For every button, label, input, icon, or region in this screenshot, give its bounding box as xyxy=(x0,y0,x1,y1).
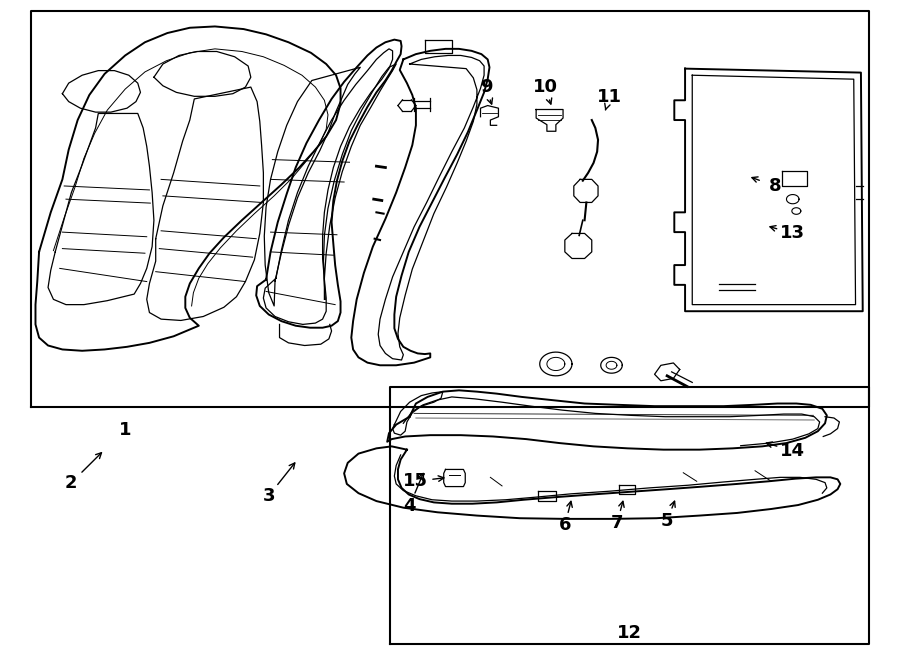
Text: 4: 4 xyxy=(403,496,416,514)
Text: 5: 5 xyxy=(661,512,673,530)
Text: 6: 6 xyxy=(559,516,572,534)
Text: 15: 15 xyxy=(403,472,428,491)
Text: 8: 8 xyxy=(769,177,781,195)
Text: 10: 10 xyxy=(533,78,558,96)
Text: 7: 7 xyxy=(610,514,623,532)
Text: 9: 9 xyxy=(480,78,492,96)
Text: 13: 13 xyxy=(780,224,806,242)
Text: 12: 12 xyxy=(616,624,642,642)
Text: 2: 2 xyxy=(65,473,77,492)
Text: 14: 14 xyxy=(780,442,806,460)
Text: 1: 1 xyxy=(119,421,131,439)
Text: 11: 11 xyxy=(598,88,622,106)
Text: 3: 3 xyxy=(263,487,275,505)
